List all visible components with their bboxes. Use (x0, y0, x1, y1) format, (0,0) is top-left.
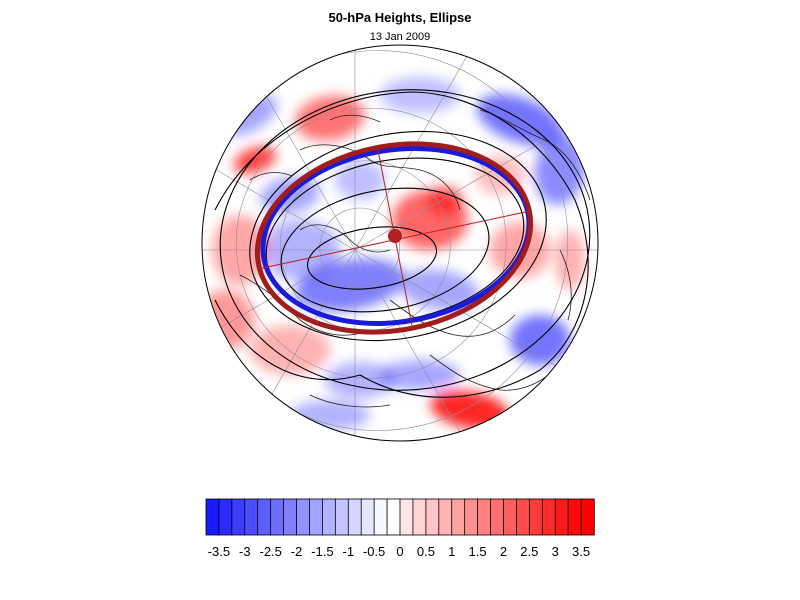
anomaly-patch (380, 77, 460, 113)
colorbar-tick-label: -1 (343, 544, 355, 559)
colorbar-tick-label: 1 (448, 544, 455, 559)
colorbar-swatch (438, 498, 453, 536)
colorbar-tick-label: 0.5 (417, 544, 435, 559)
graticule (202, 45, 598, 441)
colorbar-swatch (541, 498, 556, 536)
colorbar-swatch (309, 498, 324, 536)
anomaly-patch (534, 135, 586, 205)
parallel-line (235, 107, 507, 379)
fitted-ellipse (254, 141, 534, 335)
parallel-line (319, 207, 401, 289)
coastline (559, 249, 572, 321)
meridian-line (354, 119, 581, 251)
coastline (299, 144, 461, 211)
colorbar-swatch (386, 498, 401, 536)
anomaly-patch (400, 269, 480, 311)
colorbar-swatch (373, 498, 388, 536)
colorbar-swatch (244, 498, 259, 536)
height-contour (219, 89, 591, 391)
colorbar-swatch (425, 498, 440, 536)
parallel-line (202, 50, 569, 431)
vortex-center-marker (388, 229, 402, 243)
colorbar-swatch (477, 498, 492, 536)
colorbar-tick-label: -2.5 (259, 544, 281, 559)
height-contour (306, 226, 438, 290)
colorbar-tick-label: -0.5 (363, 544, 385, 559)
colorbar-tick-label: -2 (291, 544, 303, 559)
colorbar-swatch (205, 498, 220, 536)
colorbar: -3.5 -3 -2.5 -2 -1.5 -1 -0.5 0 0.5 1 1.5 2 2.5 3 3.5 (205, 498, 595, 559)
polar-map (201, 44, 599, 442)
map-subtitle: 13 Jan 2009 (370, 31, 431, 43)
meridian-line (354, 249, 581, 381)
meridian-line (202, 119, 356, 251)
colorbar-swatch (347, 498, 362, 536)
height-contour (249, 130, 547, 342)
colorbar-swatch (567, 498, 582, 536)
coastline (329, 114, 381, 123)
height-contour (214, 91, 589, 398)
colorbar-swatch (296, 498, 311, 536)
colorbar-tick-label: -3 (239, 544, 251, 559)
coastline (389, 299, 516, 337)
coastline (249, 172, 293, 181)
colorbar-swatch (528, 498, 543, 536)
colorbar-swatch (503, 498, 518, 536)
colorbar-tick-label: 2 (500, 544, 507, 559)
map-title: 50-hPa Heights, Ellipse (328, 10, 471, 25)
colorbar-tick-label: -1.5 (311, 544, 333, 559)
coastline (309, 394, 391, 408)
colorbar-swatch (412, 498, 427, 536)
colorbar-tick-label: 3.5 (572, 544, 590, 559)
colorbar-swatch (360, 498, 375, 536)
coastline (299, 224, 391, 253)
colorbar-swatch (218, 498, 233, 536)
colorbar-swatch (554, 498, 569, 536)
height-contour (280, 187, 490, 313)
colorbar-swatch (580, 498, 595, 536)
colorbar-swatch (334, 498, 349, 536)
meridian-line (354, 45, 486, 251)
map-border (201, 44, 599, 442)
colorbar-swatch (451, 498, 466, 536)
colorbar-tick-label: -3.5 (208, 544, 230, 559)
anomaly-patch (295, 95, 365, 141)
colorbar-swatch (231, 498, 246, 536)
colorbar-swatch (321, 498, 337, 536)
colorbar-swatch (516, 498, 531, 536)
colorbar-tick-label: 2.5 (520, 544, 538, 559)
colorbar-swatch (257, 498, 272, 536)
anomaly-patch (380, 360, 460, 390)
colorbar-tick-label: 0 (396, 544, 403, 559)
colorbar-swatch (283, 498, 298, 536)
colorbar-tick-label: 1.5 (469, 544, 487, 559)
anomaly-patch (555, 230, 585, 290)
colorbar-swatch (464, 498, 479, 536)
colorbar-swatch (490, 498, 505, 536)
colorbar-tick-label: 3 (552, 544, 559, 559)
colorbar-swatch (399, 498, 414, 536)
anomaly-patch (202, 290, 255, 350)
colorbar-swatch (270, 498, 285, 536)
meridian-line (202, 249, 356, 381)
